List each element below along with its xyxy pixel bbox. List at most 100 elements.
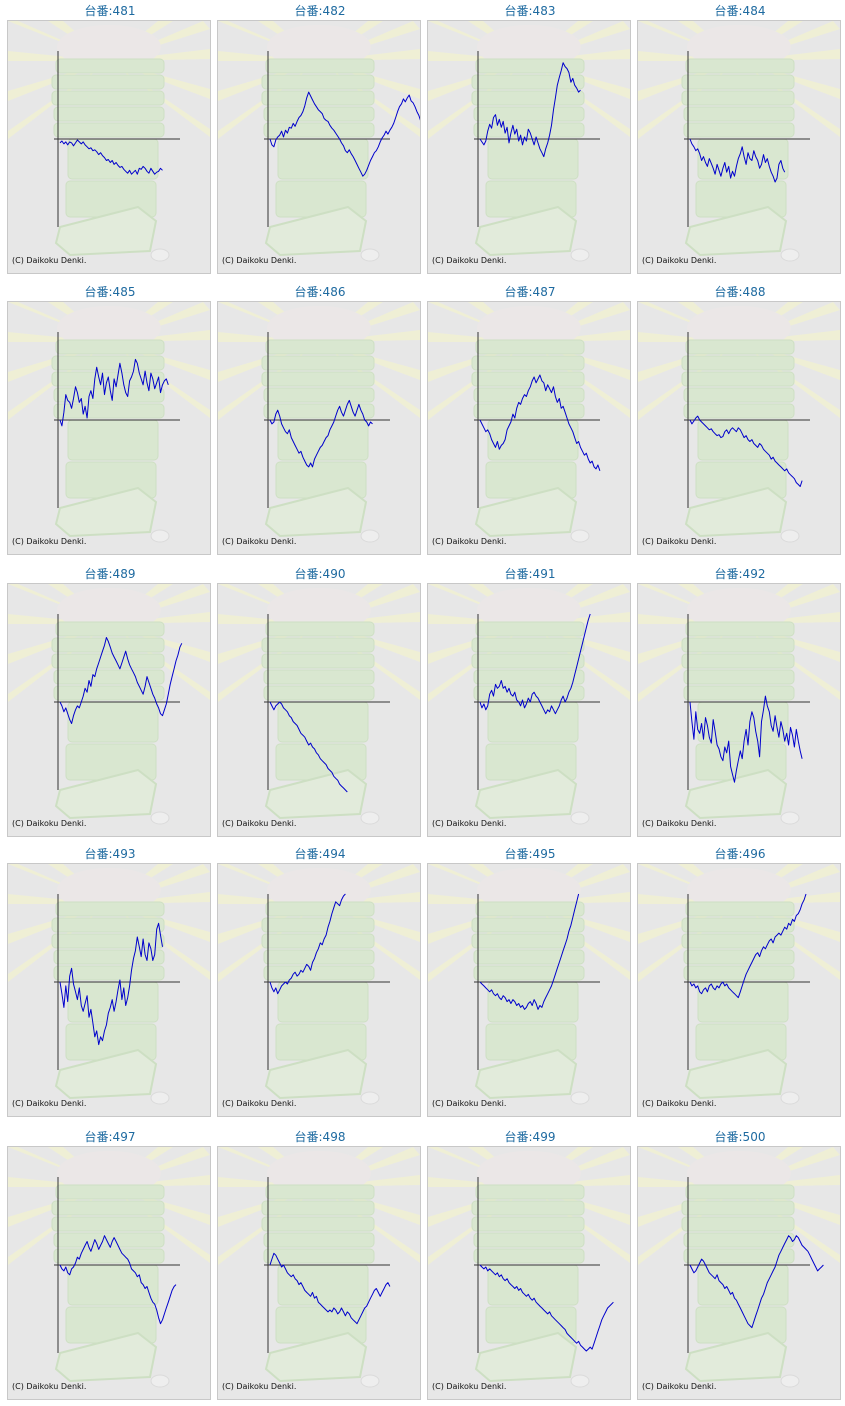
background-illustration (638, 1147, 840, 1388)
background-illustration (8, 21, 210, 262)
chart-cell: 台番:482 (C) Daikoku Denki. (215, 0, 425, 277)
chart-cell: 台番:490 (C) Daikoku Denki. (215, 563, 425, 840)
chart-cell: 台番:491 (C) Daikoku Denki. (425, 563, 635, 840)
background-illustration (638, 584, 840, 825)
chart-cell: 台番:481 (C) Daikoku Denki. (5, 0, 215, 277)
chart-cell: 台番:492 (C) Daikoku Denki. (635, 563, 845, 840)
background-illustration (218, 302, 420, 543)
data-line (479, 893, 580, 1010)
chart-cell: 台番:489 (C) Daikoku Denki. (5, 563, 215, 840)
background-illustration (428, 1147, 630, 1388)
copyright-text: (C) Daikoku Denki. (642, 1099, 717, 1108)
data-line (59, 139, 163, 175)
line-chart (638, 302, 840, 543)
chart-panel: (C) Daikoku Denki. (7, 1146, 211, 1400)
data-line (689, 415, 803, 487)
chart-panel: (C) Daikoku Denki. (7, 863, 211, 1117)
data-line (689, 1235, 824, 1329)
copyright-text: (C) Daikoku Denki. (642, 256, 717, 265)
data-line (59, 358, 169, 427)
chart-panel: (C) Daikoku Denki. (217, 863, 421, 1117)
background-illustration (638, 302, 840, 543)
chart-title: 台番:488 (714, 285, 766, 299)
chart-title: 台番:491 (504, 567, 556, 581)
chart-title: 台番:482 (294, 4, 346, 18)
line-chart (428, 864, 630, 1105)
data-line (59, 637, 183, 724)
chart-title: 台番:485 (84, 285, 136, 299)
background-illustration (8, 302, 210, 543)
line-chart (428, 584, 630, 825)
chart-title: 台番:499 (504, 1130, 556, 1144)
chart-panel: (C) Daikoku Denki. (427, 583, 631, 837)
chart-panel: (C) Daikoku Denki. (427, 301, 631, 555)
chart-title: 台番:496 (714, 847, 766, 861)
data-line (689, 695, 803, 783)
chart-cell: 台番:486 (C) Daikoku Denki. (215, 281, 425, 558)
data-line (269, 399, 373, 468)
chart-title: 台番:481 (84, 4, 136, 18)
chart-panel: (C) Daikoku Denki. (637, 20, 841, 274)
chart-title: 台番:484 (714, 4, 766, 18)
data-line (689, 138, 786, 183)
background-illustration (8, 1147, 210, 1388)
copyright-text: (C) Daikoku Denki. (12, 537, 87, 546)
chart-title: 台番:489 (84, 567, 136, 581)
chart-title: 台番:494 (294, 847, 346, 861)
chart-cell: 台番:496 (C) Daikoku Denki. (635, 843, 845, 1120)
data-line (269, 91, 420, 177)
line-chart (638, 21, 840, 262)
chart-panel: (C) Daikoku Denki. (427, 1146, 631, 1400)
background-illustration (638, 21, 840, 262)
line-chart (218, 1147, 420, 1388)
data-line (269, 1252, 391, 1325)
copyright-text: (C) Daikoku Denki. (642, 1382, 717, 1391)
data-line (269, 893, 346, 995)
data-line (479, 374, 601, 471)
line-chart (8, 864, 210, 1105)
chart-cell: 台番:485 (C) Daikoku Denki. (5, 281, 215, 558)
background-illustration (218, 584, 420, 825)
chart-panel: (C) Daikoku Denki. (7, 301, 211, 555)
copyright-text: (C) Daikoku Denki. (222, 1382, 297, 1391)
background-illustration (218, 864, 420, 1105)
copyright-text: (C) Daikoku Denki. (642, 819, 717, 828)
chart-panel: (C) Daikoku Denki. (637, 301, 841, 555)
chart-panel: (C) Daikoku Denki. (217, 301, 421, 555)
chart-cell: 台番:495 (C) Daikoku Denki. (425, 843, 635, 1120)
line-chart (428, 302, 630, 543)
chart-panel: (C) Daikoku Denki. (637, 583, 841, 837)
data-line (59, 922, 163, 1046)
chart-panel: (C) Daikoku Denki. (217, 583, 421, 837)
line-chart (8, 584, 210, 825)
chart-title: 台番:493 (84, 847, 136, 861)
background-illustration (428, 864, 630, 1105)
background-illustration (218, 21, 420, 262)
data-line (59, 1235, 177, 1325)
copyright-text: (C) Daikoku Denki. (432, 819, 507, 828)
chart-cell: 台番:499 (C) Daikoku Denki. (425, 1126, 635, 1403)
chart-cell: 台番:493 (C) Daikoku Denki. (5, 843, 215, 1120)
copyright-text: (C) Daikoku Denki. (432, 537, 507, 546)
chart-panel: (C) Daikoku Denki. (217, 1146, 421, 1400)
chart-panel: (C) Daikoku Denki. (427, 863, 631, 1117)
background-illustration (428, 302, 630, 543)
background-illustration (638, 864, 840, 1105)
copyright-text: (C) Daikoku Denki. (642, 537, 717, 546)
background-illustration (8, 584, 210, 825)
data-line (689, 893, 807, 999)
chart-panel: (C) Daikoku Denki. (217, 20, 421, 274)
chart-panel: (C) Daikoku Denki. (637, 1146, 841, 1400)
line-chart (218, 21, 420, 262)
chart-cell: 台番:500 (C) Daikoku Denki. (635, 1126, 845, 1403)
chart-title: 台番:498 (294, 1130, 346, 1144)
line-chart (218, 864, 420, 1105)
copyright-text: (C) Daikoku Denki. (432, 1099, 507, 1108)
chart-panel: (C) Daikoku Denki. (7, 583, 211, 837)
background-illustration (8, 864, 210, 1105)
background-illustration (428, 21, 630, 262)
line-chart (428, 1147, 630, 1388)
chart-cell: 台番:484 (C) Daikoku Denki. (635, 0, 845, 277)
chart-cell: 台番:498 (C) Daikoku Denki. (215, 1126, 425, 1403)
